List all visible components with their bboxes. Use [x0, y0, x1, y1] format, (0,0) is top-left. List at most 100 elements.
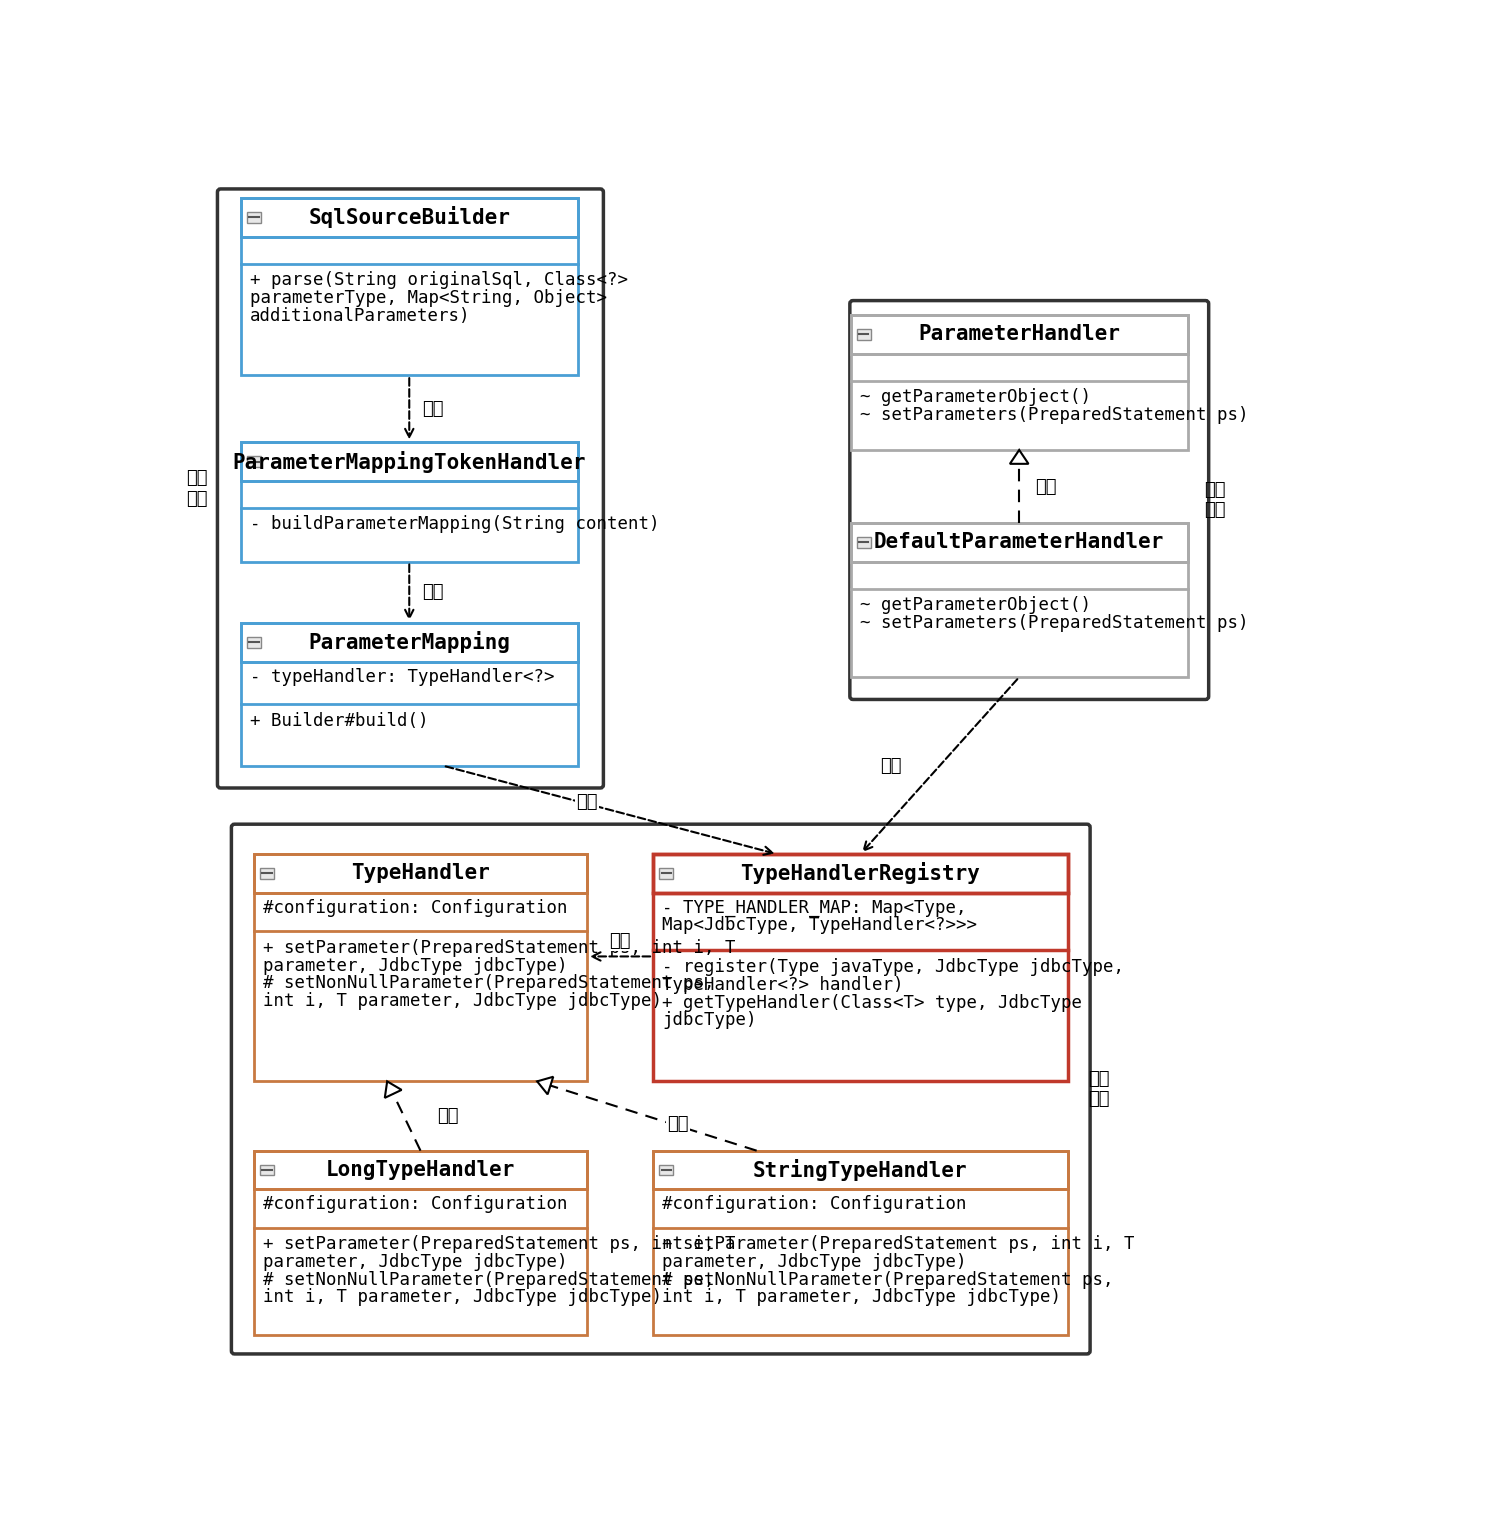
- Text: 依赖: 依赖: [609, 932, 630, 951]
- Text: DefaultParameterHandler: DefaultParameterHandler: [874, 533, 1164, 553]
- Text: 类型
处理: 类型 处理: [1087, 1069, 1110, 1109]
- Bar: [851, 315, 1188, 450]
- Bar: [241, 198, 578, 375]
- Bar: [241, 624, 578, 662]
- Polygon shape: [385, 1081, 402, 1098]
- Bar: [254, 1150, 587, 1335]
- Polygon shape: [537, 1077, 553, 1094]
- Text: int i, T parameter, JdbcType jdbcType): int i, T parameter, JdbcType jdbcType): [263, 992, 662, 1011]
- Text: parameter, JdbcType jdbcType): parameter, JdbcType jdbcType): [263, 957, 567, 975]
- Text: ~ getParameterObject(): ~ getParameterObject(): [860, 596, 1090, 614]
- Bar: [857, 329, 871, 339]
- FancyBboxPatch shape: [850, 301, 1209, 699]
- Text: + setParameter(PreparedStatement ps, int i, T: + setParameter(PreparedStatement ps, int…: [263, 938, 735, 957]
- Bar: [653, 854, 1068, 1081]
- Bar: [254, 1150, 587, 1189]
- Text: + parse(String originalSql, Class<?>: + parse(String originalSql, Class<?>: [250, 272, 629, 289]
- Text: - buildParameterMapping(String content): - buildParameterMapping(String content): [250, 516, 659, 533]
- Bar: [653, 854, 1068, 892]
- Text: #configuration: Configuration: #configuration: Configuration: [662, 1195, 967, 1213]
- Bar: [851, 524, 1188, 562]
- Bar: [254, 1150, 587, 1189]
- Text: + getTypeHandler(Class<T> type, JdbcType: + getTypeHandler(Class<T> type, JdbcType: [662, 994, 1083, 1012]
- Bar: [851, 315, 1188, 353]
- Text: 依赖: 依赖: [880, 757, 902, 774]
- Text: int i, T parameter, JdbcType jdbcType): int i, T parameter, JdbcType jdbcType): [263, 1289, 662, 1307]
- Text: 实现: 实现: [436, 1107, 459, 1124]
- Bar: [857, 538, 871, 548]
- Bar: [851, 315, 1188, 353]
- Bar: [241, 442, 578, 481]
- Text: #configuration: Configuration: #configuration: Configuration: [263, 1195, 567, 1213]
- Bar: [653, 1150, 1068, 1189]
- Text: parameterType, Map<String, Object>: parameterType, Map<String, Object>: [250, 289, 608, 307]
- Text: additionalParameters): additionalParameters): [250, 307, 471, 324]
- Bar: [241, 198, 578, 237]
- Bar: [247, 637, 260, 648]
- Bar: [241, 198, 578, 237]
- Bar: [260, 1164, 274, 1175]
- Bar: [653, 1150, 1068, 1189]
- Text: Map<JdbcType, TypeHandler<?>>>: Map<JdbcType, TypeHandler<?>>>: [662, 915, 978, 934]
- Bar: [659, 1164, 674, 1175]
- Text: TypeHandler: TypeHandler: [350, 863, 490, 883]
- Text: StringTypeHandler: StringTypeHandler: [754, 1160, 967, 1181]
- Bar: [241, 442, 578, 562]
- Text: 依赖: 依赖: [576, 793, 597, 811]
- Bar: [247, 212, 260, 223]
- Text: 参数
使用: 参数 使用: [1205, 481, 1226, 519]
- Bar: [254, 1150, 587, 1189]
- Text: 依赖: 依赖: [421, 584, 444, 602]
- Text: parameter, JdbcType jdbcType): parameter, JdbcType jdbcType): [263, 1253, 567, 1272]
- Text: SqlSourceBuilder: SqlSourceBuilder: [308, 206, 510, 229]
- Bar: [659, 868, 674, 879]
- Text: ~ setParameters(PreparedStatement ps): ~ setParameters(PreparedStatement ps): [860, 614, 1248, 631]
- Bar: [241, 442, 578, 481]
- Bar: [241, 624, 578, 662]
- Bar: [851, 524, 1188, 562]
- Bar: [247, 456, 260, 467]
- Text: ParameterMappingTokenHandler: ParameterMappingTokenHandler: [233, 450, 587, 473]
- Text: 参数
设置: 参数 设置: [186, 468, 208, 508]
- FancyBboxPatch shape: [232, 825, 1090, 1353]
- Polygon shape: [1009, 450, 1029, 464]
- Text: - TYPE_HANDLER_MAP: Map<Type,: - TYPE_HANDLER_MAP: Map<Type,: [662, 899, 967, 917]
- Text: ~ getParameterObject(): ~ getParameterObject(): [860, 389, 1090, 407]
- Text: - register(Type javaType, JdbcType jdbcType,: - register(Type javaType, JdbcType jdbcT…: [662, 958, 1125, 977]
- Text: ~ setParameters(PreparedStatement ps): ~ setParameters(PreparedStatement ps): [860, 406, 1248, 424]
- Text: jdbcType): jdbcType): [662, 1011, 757, 1029]
- Text: 实现: 实现: [668, 1115, 689, 1132]
- Bar: [241, 624, 578, 662]
- Bar: [241, 624, 578, 765]
- Text: ParameterMapping: ParameterMapping: [308, 631, 510, 653]
- Text: LongTypeHandler: LongTypeHandler: [326, 1160, 516, 1180]
- Bar: [851, 315, 1188, 353]
- Bar: [653, 1150, 1068, 1335]
- Bar: [653, 854, 1068, 892]
- Bar: [254, 854, 587, 892]
- Bar: [254, 854, 587, 892]
- Text: # setNonNullParameter(PreparedStatement ps,: # setNonNullParameter(PreparedStatement …: [662, 1270, 1114, 1289]
- Bar: [254, 854, 587, 892]
- Bar: [241, 442, 578, 481]
- Text: TypeHandlerRegistry: TypeHandlerRegistry: [740, 863, 981, 885]
- Text: - typeHandler: TypeHandler<?>: - typeHandler: TypeHandler<?>: [250, 668, 555, 687]
- Text: int i, T parameter, JdbcType jdbcType): int i, T parameter, JdbcType jdbcType): [662, 1289, 1062, 1307]
- Text: #configuration: Configuration: #configuration: Configuration: [263, 899, 567, 917]
- Bar: [653, 1150, 1068, 1189]
- Text: 依赖: 依赖: [421, 399, 444, 418]
- Text: + setParameter(PreparedStatement ps, int i, T: + setParameter(PreparedStatement ps, int…: [662, 1235, 1136, 1253]
- FancyBboxPatch shape: [218, 189, 603, 788]
- Text: + Builder#build(): + Builder#build(): [250, 711, 429, 730]
- Bar: [260, 868, 274, 879]
- Text: 实现: 实现: [1036, 478, 1057, 496]
- Text: TypeHandler<?> handler): TypeHandler<?> handler): [662, 975, 904, 994]
- Text: ParameterHandler: ParameterHandler: [917, 324, 1120, 344]
- Text: # setNonNullParameter(PreparedStatement ps,: # setNonNullParameter(PreparedStatement …: [263, 974, 714, 992]
- Text: + setParameter(PreparedStatement ps, int i, T: + setParameter(PreparedStatement ps, int…: [263, 1235, 735, 1253]
- Bar: [851, 524, 1188, 562]
- Text: # setNonNullParameter(PreparedStatement ps,: # setNonNullParameter(PreparedStatement …: [263, 1270, 714, 1289]
- Bar: [254, 854, 587, 1081]
- Bar: [851, 524, 1188, 677]
- Text: parameter, JdbcType jdbcType): parameter, JdbcType jdbcType): [662, 1253, 967, 1272]
